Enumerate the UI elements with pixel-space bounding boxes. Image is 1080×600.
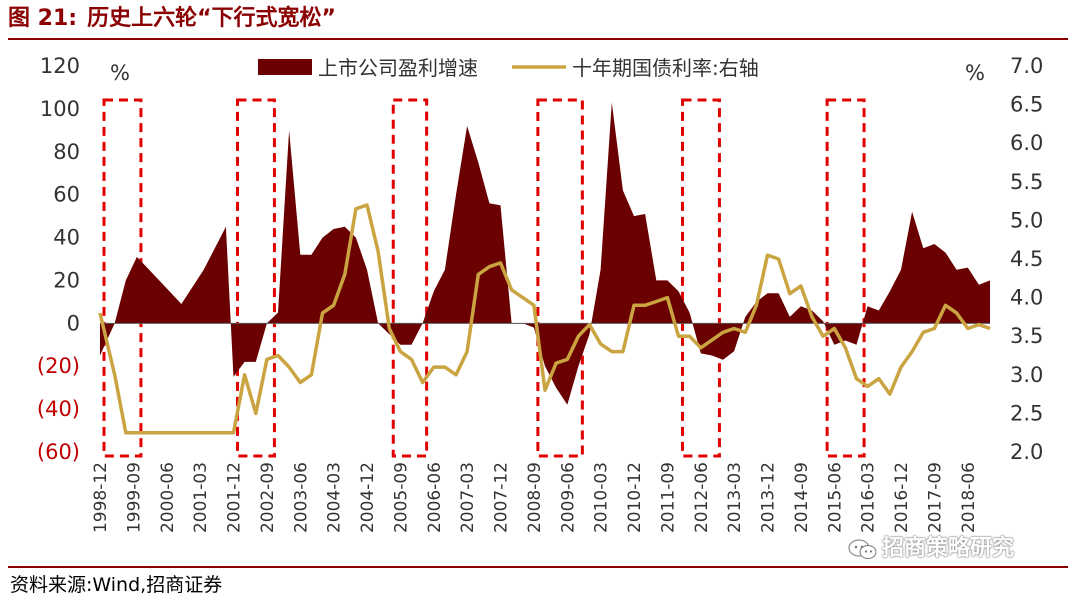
x-tick-label: 1998-12 [91, 462, 111, 533]
footer-divider [8, 566, 1068, 568]
right-tick-label: 2.0 [1010, 440, 1043, 464]
right-tick-label: 4.0 [1010, 286, 1043, 310]
figure-title-text: 历史上六轮“下行式宽松” [87, 6, 336, 31]
x-tick-label: 2015-06 [825, 462, 845, 533]
x-tick-label: 2008-09 [525, 462, 545, 533]
left-axis: 120 100 80 60 40 20 0 (20) (40) (60) [37, 54, 80, 464]
left-axis-unit: % [110, 61, 130, 85]
highlight-box-5 [681, 98, 721, 458]
x-tick-label: 2017-09 [925, 462, 945, 533]
x-tick-label: 2010-03 [592, 462, 612, 533]
x-tick-label: 2010-12 [625, 462, 645, 533]
x-tick-label: 2003-06 [291, 462, 311, 533]
x-tick-label: 2013-12 [759, 462, 779, 533]
left-tick-label: 20 [53, 268, 80, 292]
right-tick-label: 6.0 [1010, 131, 1043, 155]
x-tick-label: 2011-09 [658, 462, 678, 533]
right-tick-label: 2.5 [1010, 401, 1043, 425]
right-tick-label: 5.0 [1010, 208, 1043, 232]
earnings-area [100, 102, 990, 405]
x-tick-label: 2004-12 [358, 462, 378, 533]
title-divider [8, 38, 1068, 40]
highlight-periods [102, 98, 866, 458]
earnings-area-layer [100, 102, 990, 405]
right-tick-label: 4.5 [1010, 247, 1043, 271]
right-tick-label: 6.5 [1010, 93, 1043, 117]
x-tick-label: 2004-03 [325, 462, 345, 533]
x-tick-label: 2013-03 [725, 462, 745, 533]
legend-label-bond: 十年期国债利率:右轴 [572, 56, 759, 80]
left-tick-label: 0 [67, 311, 80, 335]
x-tick-label: 1999-09 [124, 462, 144, 533]
wechat-icon [848, 539, 877, 559]
left-tick-label: 120 [40, 54, 80, 78]
left-tick-label: 40 [53, 226, 80, 250]
highlight-box-6 [825, 98, 866, 458]
x-tick-label: 2014-09 [792, 462, 812, 533]
x-tick-label: 2016-03 [859, 462, 879, 533]
left-tick-label: (60) [37, 440, 80, 464]
right-axis: 7.0 6.5 6.0 5.5 5.0 4.5 4.0 3.5 3.0 2.5 2.0 [1010, 54, 1043, 464]
left-tick-label: (20) [37, 354, 80, 378]
watermark-text: 招商策略研究 [882, 536, 1015, 561]
x-tick-label: 2016-12 [892, 462, 912, 533]
left-tick-label: 80 [53, 140, 80, 164]
right-tick-label: 7.0 [1010, 54, 1043, 78]
legend: 上市公司盈利增速 十年期国债利率:右轴 [258, 56, 759, 80]
legend-swatch-earnings [258, 59, 312, 75]
x-axis: 1998-12 1999-09 2000-06 2001-03 2001-12 2002-… [91, 462, 979, 533]
x-tick-label: 2009-06 [558, 462, 578, 533]
figure-title: 图 21: 历史上六轮“下行式宽松” [8, 2, 346, 36]
right-tick-label: 3.5 [1010, 324, 1043, 348]
x-tick-label: 2007-03 [458, 462, 478, 533]
legend-label-earnings: 上市公司盈利增速 [318, 56, 478, 80]
watermark: 招商策略研究 [848, 530, 1014, 562]
x-tick-label: 2001-12 [225, 462, 245, 533]
x-tick-label: 2000-06 [158, 462, 178, 533]
highlight-box-3 [391, 98, 429, 458]
right-tick-label: 5.5 [1010, 170, 1043, 194]
x-tick-label: 2005-09 [391, 462, 411, 533]
x-tick-label: 2007-12 [492, 462, 512, 533]
left-tick-label: (40) [37, 397, 80, 421]
figure-number: 图 21: [8, 6, 78, 31]
bond-yield-line [98, 203, 991, 435]
x-tick-label: 2001-03 [191, 462, 211, 533]
chart: 120 100 80 60 40 20 0 (20) (40) (60) 7.0 6.5 6.0 5.5… [37, 54, 1044, 533]
x-tick-label: 2006-06 [425, 462, 445, 533]
left-tick-label: 100 [40, 97, 80, 121]
x-tick-label: 2012-06 [692, 462, 712, 533]
right-axis-unit: % [965, 61, 985, 85]
highlight-box-2 [236, 98, 276, 458]
bond-line-layer [98, 203, 991, 435]
x-tick-label: 2018-06 [959, 462, 979, 533]
left-tick-label: 60 [53, 183, 80, 207]
right-tick-label: 3.0 [1010, 363, 1043, 387]
x-tick-label: 2002-09 [258, 462, 278, 533]
highlight-box-4 [536, 98, 584, 458]
source-note: 资料来源:Wind,招商证券 [10, 574, 223, 596]
